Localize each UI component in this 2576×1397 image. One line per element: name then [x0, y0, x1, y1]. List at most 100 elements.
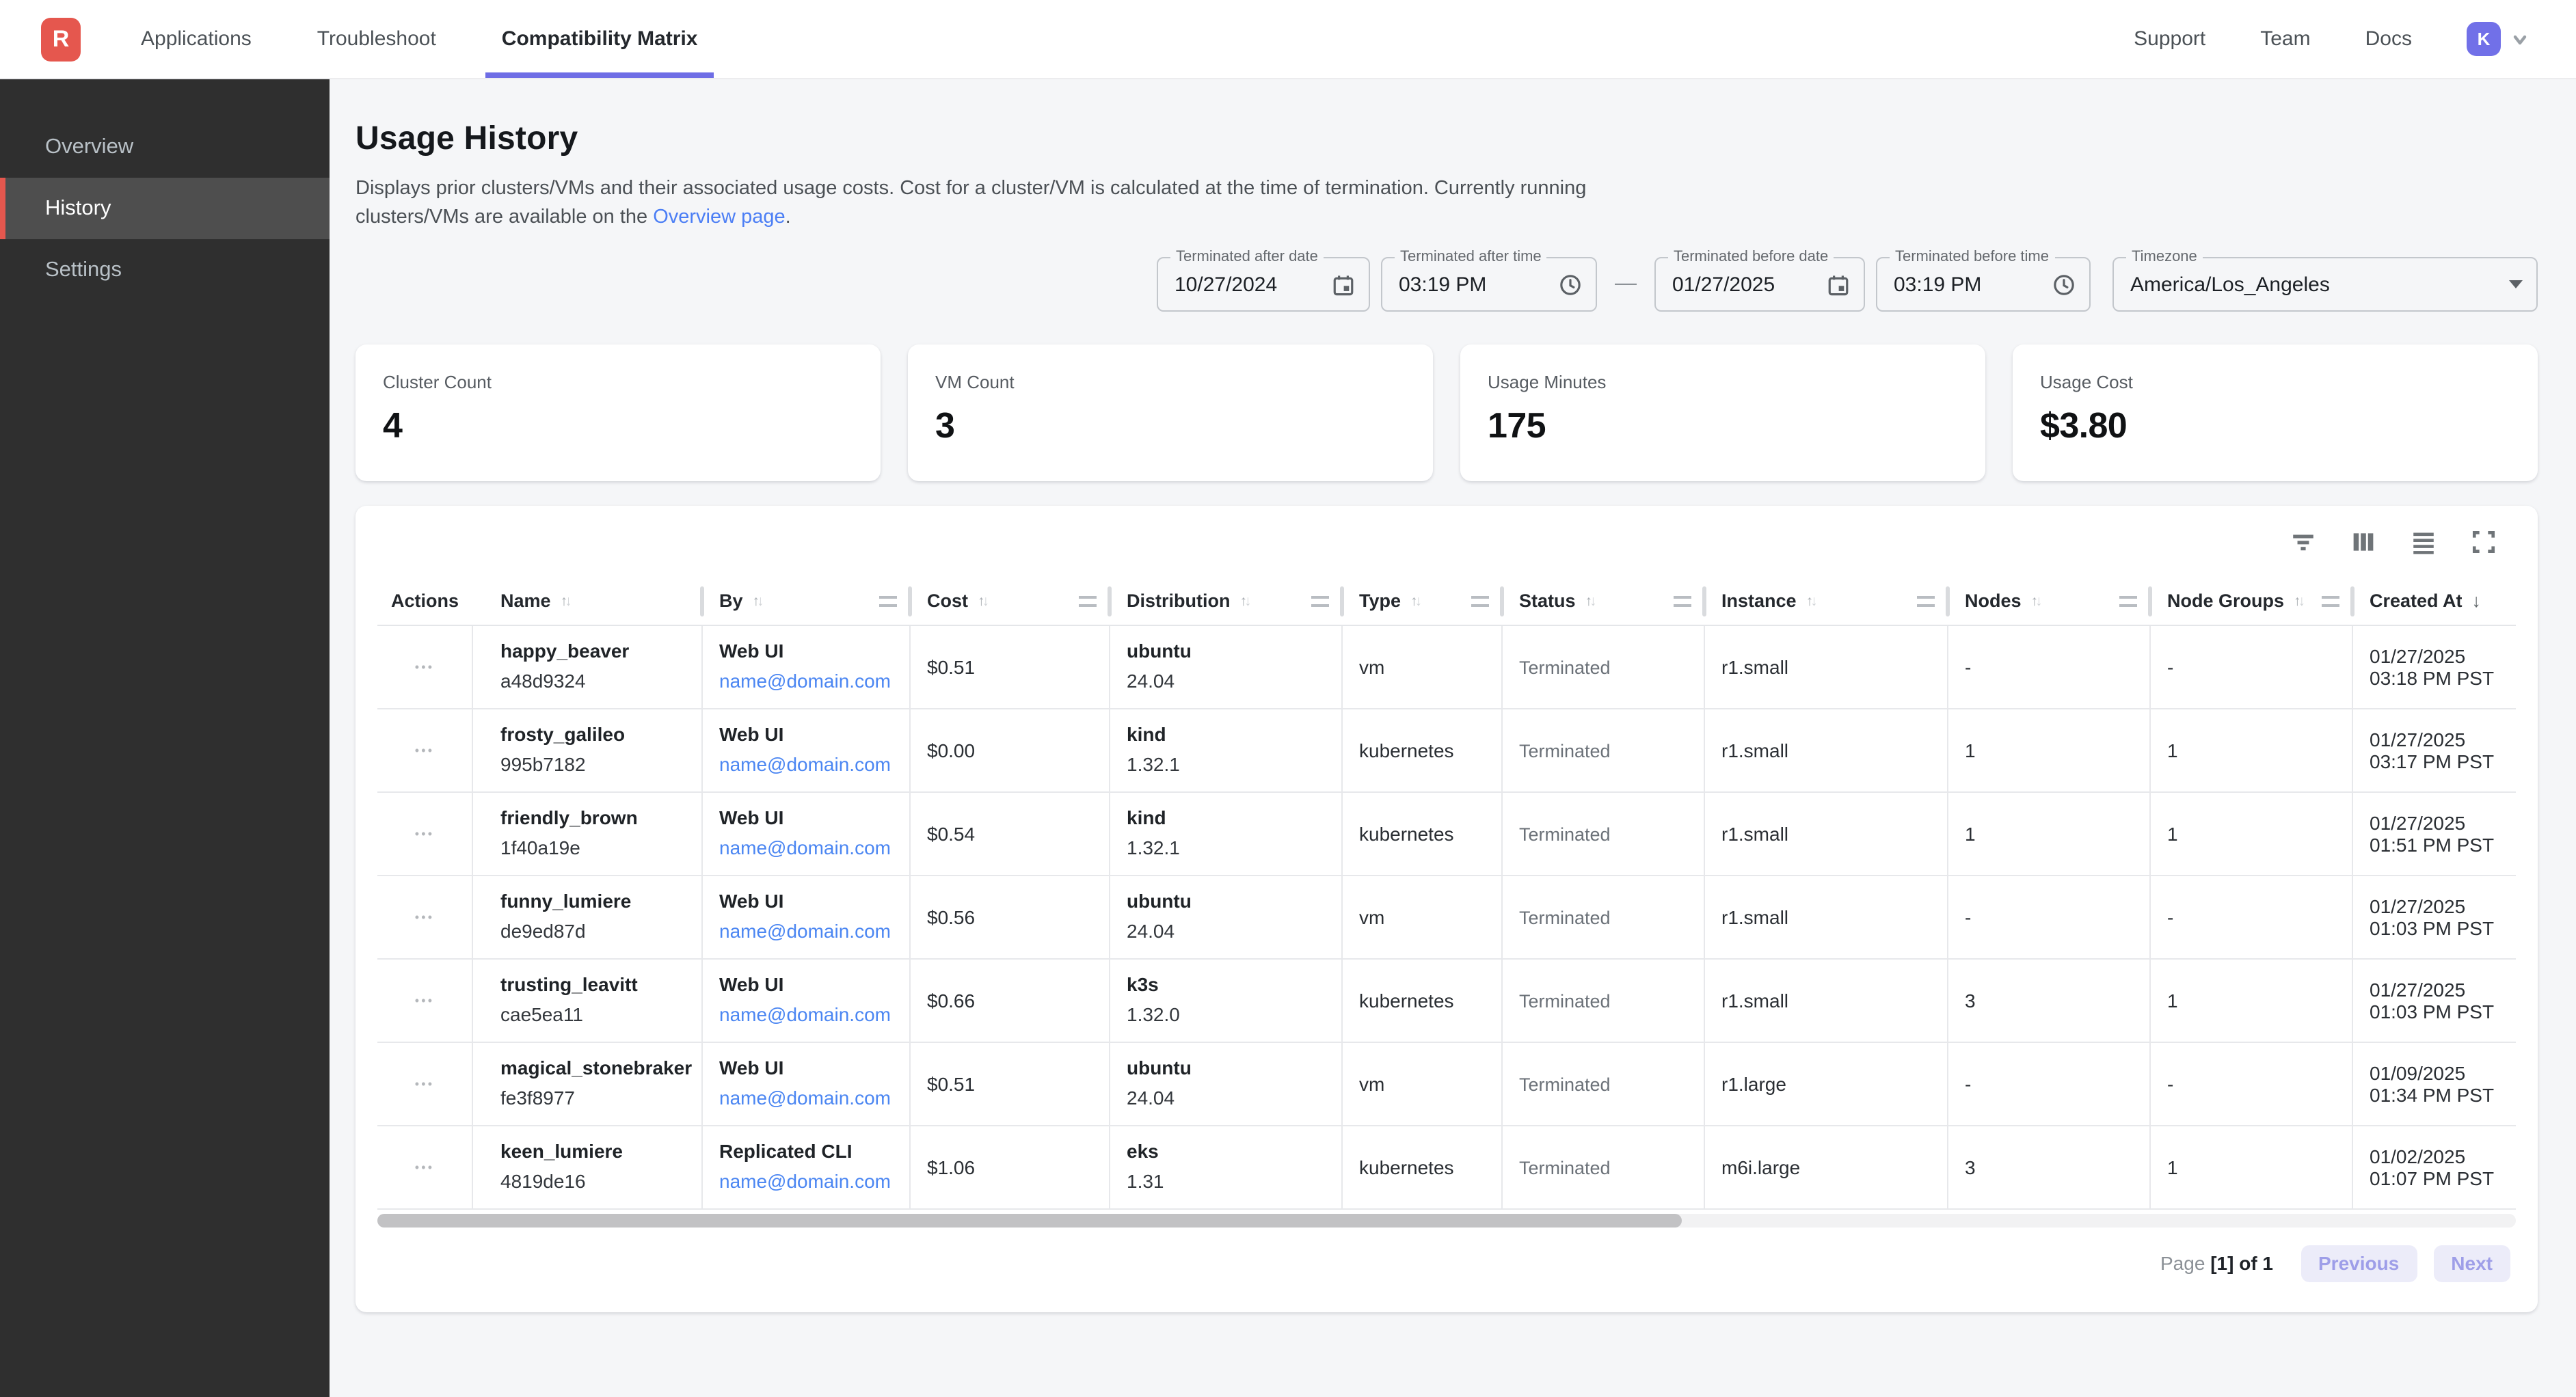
row-actions-button[interactable]: ••• [414, 660, 435, 674]
terminated-before-time-label: Terminated before time [1890, 249, 2054, 266]
column-header-nodes[interactable]: Nodes ↑↓ [1946, 577, 2151, 625]
clock-icon[interactable] [1559, 273, 1582, 296]
nav-link-docs[interactable]: Docs [2365, 27, 2412, 51]
pagination: Page [1] of 1 Previous Next [377, 1228, 2516, 1299]
column-menu-icon[interactable] [1471, 595, 1489, 607]
column-header-distribution[interactable]: Distribution ↑↓ [1108, 577, 1343, 625]
terminated-before-time-field[interactable]: Terminated before time 03:19 PM [1876, 249, 2091, 312]
terminated-after-time-field[interactable]: Terminated after time 03:19 PM [1381, 249, 1597, 312]
sort-icon[interactable]: ↑↓ [1410, 593, 1422, 610]
sidebar-item-overview[interactable]: Overview [45, 135, 134, 158]
column-menu-icon[interactable] [2119, 595, 2137, 607]
created-by-email-link[interactable]: name@domain.com [719, 1170, 891, 1193]
column-menu-icon[interactable] [1311, 595, 1329, 607]
calendar-icon[interactable] [1827, 273, 1850, 296]
column-menu-icon[interactable] [1079, 595, 1097, 607]
column-header-status[interactable]: Status ↑↓ [1500, 577, 1705, 625]
sidebar-item-history[interactable]: History [0, 178, 330, 239]
main-content: Usage History Displays prior clusters/VM… [330, 79, 2576, 1397]
created-by-email-link[interactable]: name@domain.com [719, 837, 891, 859]
tab-applications[interactable]: Applications [141, 27, 252, 51]
nodes-value: - [1965, 1073, 1972, 1096]
cell-actions: ••• [377, 876, 473, 959]
column-menu-icon[interactable] [2322, 595, 2339, 607]
page-info: Page [1] of 1 [2160, 1252, 2273, 1275]
next-page-button[interactable]: Next [2433, 1245, 2510, 1282]
row-actions-button[interactable]: ••• [414, 1160, 435, 1174]
cluster-name: friendly_brown [500, 806, 638, 829]
calendar-icon[interactable] [1332, 273, 1355, 296]
account-menu[interactable]: K [2467, 22, 2530, 56]
nav-link-team[interactable]: Team [2260, 27, 2311, 51]
cell-nodes: - [1948, 626, 2151, 709]
sort-icon[interactable]: ↑↓ [978, 593, 989, 610]
terminated-before-date-field[interactable]: Terminated before date 01/27/2025 [1654, 249, 1865, 312]
tab-compatibility-matrix[interactable]: Compatibility Matrix [485, 0, 715, 78]
timezone-select[interactable]: Timezone America/Los_Angeles [2112, 249, 2538, 312]
sort-icon[interactable]: ↑↓ [2294, 593, 2305, 610]
sort-icon[interactable]: ↑↓ [752, 593, 764, 610]
tab-troubleshoot[interactable]: Troubleshoot [317, 27, 436, 51]
sort-icon[interactable]: ↑↓ [1585, 593, 1597, 610]
sort-icon[interactable]: ↑↓ [1239, 593, 1252, 610]
sort-icon[interactable]: ↑↓ [1806, 593, 1818, 610]
cell-distribution: ubuntu 24.04 [1110, 876, 1343, 959]
stat-value: 175 [1488, 405, 1546, 446]
cell-type: kubernetes [1343, 793, 1503, 876]
column-header-node-groups[interactable]: Node Groups ↑↓ [2148, 577, 2353, 625]
columns-icon[interactable] [2346, 525, 2379, 558]
created-by-email-link[interactable]: name@domain.com [719, 670, 891, 692]
replicated-logo[interactable]: R [41, 17, 81, 61]
column-header-instance[interactable]: Instance ↑↓ [1702, 577, 1948, 625]
cell-name: friendly_brown 1f40a19e [473, 793, 703, 876]
cell-type: vm [1343, 876, 1503, 959]
sort-descending-icon[interactable]: ↓ [2471, 591, 2482, 612]
column-header-created-at[interactable]: Created At ↓ [2350, 577, 2516, 625]
sort-icon[interactable]: ↑↓ [560, 593, 572, 610]
cell-nodes: 3 [1948, 960, 2151, 1042]
clock-icon[interactable] [2052, 273, 2076, 296]
column-menu-icon[interactable] [1917, 595, 1935, 607]
row-actions-button[interactable]: ••• [414, 743, 435, 757]
horizontal-scrollbar[interactable] [377, 1214, 2516, 1228]
scrollbar-thumb[interactable] [377, 1214, 1682, 1228]
column-header-name[interactable]: Name ↑↓ [500, 591, 572, 612]
filter-icon[interactable] [2286, 525, 2319, 558]
column-header-by[interactable]: By ↑↓ [700, 577, 911, 625]
created-by-email-link[interactable]: name@domain.com [719, 1087, 891, 1109]
cell-instance: m6i.large [1705, 1126, 1948, 1209]
created-date: 01/27/2025 [2370, 812, 2466, 835]
distribution-version: 24.04 [1127, 1087, 1175, 1109]
overview-page-link[interactable]: Overview page [653, 206, 786, 229]
row-actions-button[interactable]: ••• [414, 910, 435, 924]
cell-distribution: eks 1.31 [1110, 1126, 1343, 1209]
avatar[interactable]: K [2467, 22, 2501, 56]
column-header-type[interactable]: Type ↑↓ [1340, 577, 1503, 625]
column-header-cost[interactable]: Cost ↑↓ [908, 577, 1110, 625]
created-by-email-link[interactable]: name@domain.com [719, 753, 891, 776]
previous-page-button[interactable]: Previous [2300, 1245, 2417, 1282]
cluster-id: fe3f8977 [500, 1087, 575, 1109]
cluster-id: 995b7182 [500, 753, 586, 776]
cell-type: kubernetes [1343, 960, 1503, 1042]
column-menu-icon[interactable] [879, 595, 897, 607]
fullscreen-icon[interactable] [2467, 525, 2499, 558]
grid-toolbar [377, 506, 2516, 577]
row-actions-button[interactable]: ••• [414, 826, 435, 841]
node-groups-value: 1 [2167, 990, 2178, 1012]
distribution-version: 24.04 [1127, 670, 1175, 692]
created-by-email-link[interactable]: name@domain.com [719, 1003, 891, 1026]
created-by-email-link[interactable]: name@domain.com [719, 920, 891, 942]
terminated-after-date-field[interactable]: Terminated after date 10/27/2024 [1157, 249, 1370, 312]
status-value: Terminated [1519, 740, 1611, 761]
row-actions-button[interactable]: ••• [414, 1076, 435, 1091]
cell-instance: r1.small [1705, 876, 1948, 959]
row-actions-button[interactable]: ••• [414, 993, 435, 1007]
column-menu-icon[interactable] [1674, 595, 1691, 607]
density-icon[interactable] [2406, 525, 2439, 558]
sort-icon[interactable]: ↑↓ [2030, 593, 2043, 610]
cluster-name: magical_stonebraker [500, 1057, 693, 1079]
sidebar-item-settings[interactable]: Settings [45, 258, 122, 281]
nav-link-support[interactable]: Support [2134, 27, 2206, 51]
cost-value: $0.51 [927, 1073, 976, 1096]
